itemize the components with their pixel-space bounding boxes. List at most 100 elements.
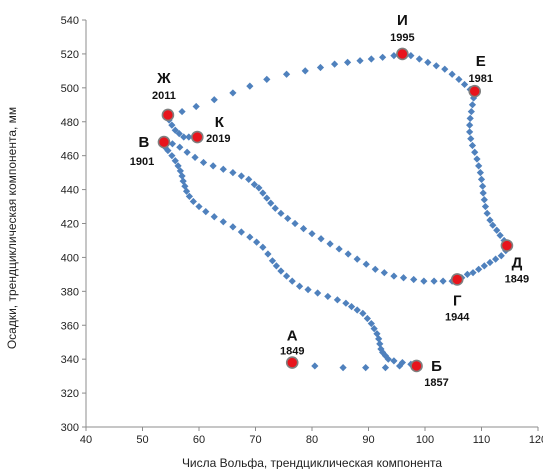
highlight-point: [285, 356, 299, 369]
data-point: [271, 204, 279, 212]
data-point: [324, 292, 332, 301]
data-point: [343, 58, 352, 66]
data-point: [380, 269, 388, 277]
data-point: [410, 275, 418, 284]
x-tick-label: 40: [80, 434, 92, 446]
data-point: [407, 52, 415, 60]
data-point: [183, 148, 191, 156]
data-point: [376, 340, 384, 348]
data-point: [335, 245, 343, 253]
point-letter-label: В: [139, 134, 150, 151]
point-letter-label: А: [287, 328, 298, 345]
point-letter-label: Д: [512, 255, 523, 272]
data-point: [246, 82, 254, 90]
data-point: [390, 357, 398, 365]
data-point: [304, 286, 312, 294]
x-tick-label: 110: [473, 434, 491, 446]
data-point: [255, 184, 263, 192]
data-point: [479, 189, 487, 197]
tick-labels: 40 50 60 70 80 90 100 110 120 300 320 340 360 380 400 4…: [61, 15, 543, 446]
data-point: [439, 277, 447, 285]
data-point: [481, 202, 490, 211]
point-year-label: 1981: [468, 73, 492, 85]
point-year-label: 1944: [445, 311, 470, 323]
data-point: [480, 196, 488, 204]
data-point: [282, 272, 291, 280]
data-point: [245, 175, 253, 184]
data-point: [375, 335, 383, 343]
data-point: [469, 94, 478, 102]
highlight-point: [450, 273, 464, 286]
data-point: [356, 57, 364, 65]
data-point: [390, 52, 398, 60]
data-point: [314, 289, 322, 297]
y-tick-label: 540: [61, 15, 79, 27]
highlighted-points: [157, 47, 514, 373]
data-point: [381, 364, 390, 372]
data-point: [486, 216, 494, 224]
point-letter-label: Б: [431, 358, 442, 375]
data-point: [370, 325, 378, 333]
data-point: [466, 128, 474, 136]
data-point: [353, 255, 361, 263]
y-tick-label: 420: [61, 219, 79, 231]
y-tick-label: 320: [61, 388, 79, 400]
data-point: [246, 233, 254, 241]
point-letter-label: К: [215, 114, 225, 131]
data-point: [259, 243, 267, 251]
y-tick-label: 480: [61, 117, 79, 129]
data-point: [185, 192, 193, 200]
data-point: [264, 250, 272, 258]
x-tick-label: 60: [193, 434, 205, 446]
data-point: [316, 63, 325, 72]
point-letter-label: И: [397, 12, 408, 29]
data-point: [379, 53, 387, 61]
data-point: [359, 309, 367, 317]
highlight-point: [500, 239, 514, 252]
highlight-point: [468, 84, 482, 98]
data-point: [277, 267, 285, 275]
x-axis-title: Числа Вольфа, трендциклическая компонент…: [182, 456, 442, 469]
data-point: [299, 224, 308, 233]
point-year-label: 1901: [130, 156, 154, 168]
data-point: [371, 265, 379, 273]
x-tick-label: 70: [249, 434, 261, 446]
data-point: [455, 75, 463, 83]
data-point: [263, 75, 271, 83]
data-point: [415, 55, 423, 63]
data-point: [420, 277, 428, 285]
x-tick-label: 90: [362, 434, 374, 446]
data-point: [277, 209, 285, 217]
data-point: [468, 141, 477, 150]
data-point: [209, 162, 217, 170]
data-point: [467, 107, 475, 116]
x-tick-label: 100: [416, 434, 434, 446]
data-point: [185, 133, 193, 141]
data-point: [467, 135, 475, 143]
point-year-label: 2019: [206, 133, 230, 145]
y-axis-title: Осадки, трендциклическая компонента, мм: [5, 107, 19, 349]
data-point: [384, 355, 392, 363]
data-point: [229, 223, 237, 231]
y-tick-label: 360: [61, 320, 79, 332]
data-point: [362, 364, 370, 372]
data-point: [229, 89, 237, 97]
data-point: [486, 258, 494, 267]
data-point: [331, 60, 339, 68]
data-point: [326, 240, 334, 248]
data-point: [179, 177, 187, 185]
data-point: [480, 262, 488, 270]
data-point: [347, 302, 356, 311]
data-point: [448, 70, 456, 78]
data-point: [272, 262, 281, 270]
data-point: [477, 175, 486, 184]
data-point: [373, 330, 381, 338]
data-point: [424, 58, 432, 66]
data-point: [353, 306, 361, 314]
data-point: [381, 352, 390, 360]
data-point: [476, 169, 484, 177]
data-point: [210, 213, 218, 221]
data-point: [333, 296, 342, 304]
y-tick-label: 440: [61, 185, 79, 197]
data-point: [399, 274, 408, 282]
